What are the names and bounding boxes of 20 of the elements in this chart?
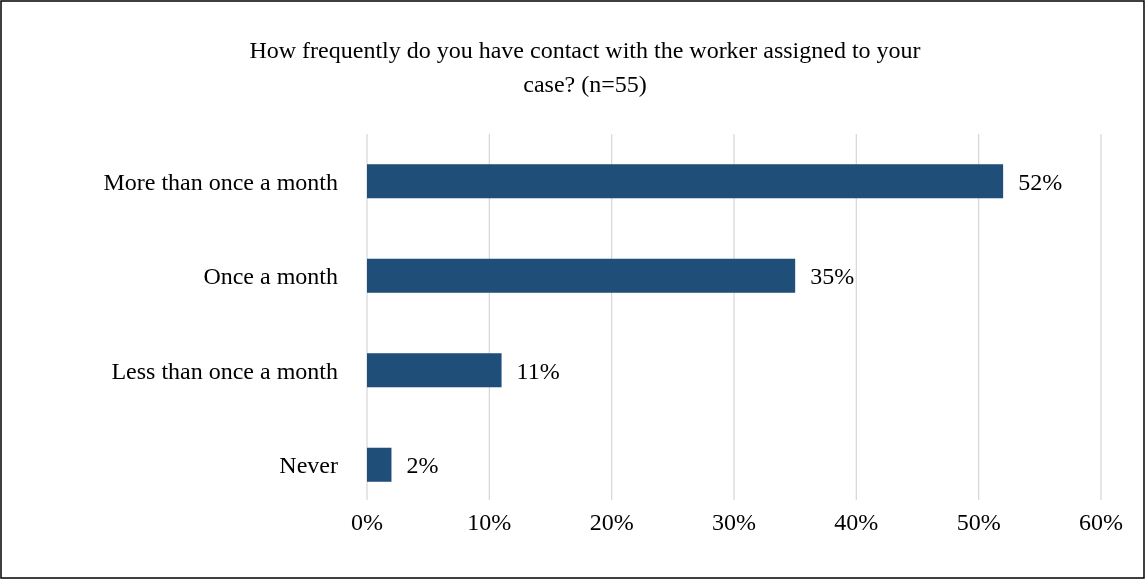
x-tick-label: 0% (351, 509, 383, 535)
bar (367, 447, 392, 482)
data-label: 52% (1018, 168, 1063, 195)
chart-title: How frequently do you have contact with the worker assigned to your case? (n=55) (249, 37, 921, 97)
x-tick-label: 10% (467, 509, 512, 535)
y-tick-label: More than once a month (103, 168, 338, 195)
bar (367, 258, 796, 293)
y-tick-label: Once a month (203, 263, 338, 290)
data-label: 2% (406, 452, 439, 479)
y-tick-label: Less than once a month (111, 357, 338, 384)
x-tick-label: 60% (1079, 509, 1123, 535)
x-tick-label: 50% (956, 509, 1001, 535)
x-tick-label: 40% (834, 509, 879, 535)
data-label: 11% (516, 357, 560, 384)
x-tick-label: 30% (712, 509, 756, 535)
bar (367, 353, 502, 388)
data-label: 35% (810, 263, 855, 290)
y-tick-label: Never (279, 452, 338, 479)
x-tick-label: 20% (589, 509, 634, 535)
bar (367, 164, 1004, 199)
